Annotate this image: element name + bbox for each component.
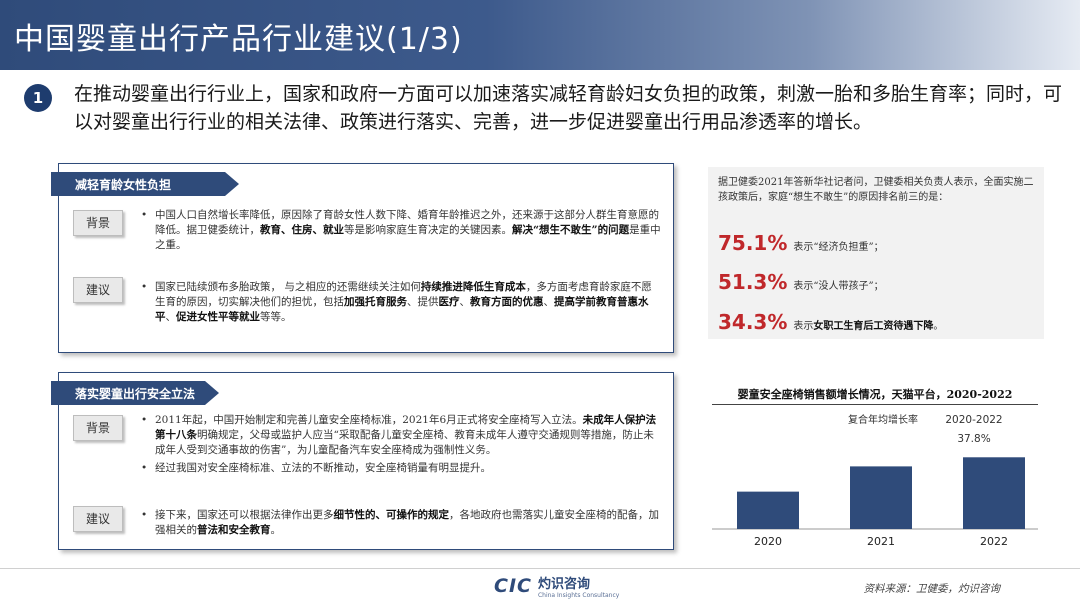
bold-segment: 解决“想生不敢生”的问题 xyxy=(512,224,630,236)
bullet-item: 2011年起，中国开始制定和完善儿童安全座椅标准，2021年6月正式将安全座椅写… xyxy=(141,413,661,458)
cagr-period: 2020-2022 xyxy=(945,414,1002,426)
panel-reduce-burden: 减轻育龄女性负担 背景 中国人口自然增长率降低，原因除了育龄女性人数下降、婚育年… xyxy=(58,163,674,353)
bold-segment: 促进女性平等就业 xyxy=(176,311,260,323)
background-label: 背景 xyxy=(73,210,123,236)
text-segment: 等等。 xyxy=(260,311,292,323)
logo-mark: CIC xyxy=(494,575,532,597)
bold-segment: 普法和安全教育 xyxy=(197,524,271,536)
cagr-value: 37.8% xyxy=(957,433,990,445)
text-segment: 是重中之重。 xyxy=(155,224,661,251)
stat-description: 表示“没人带孩子”； xyxy=(793,281,884,292)
suggestion-bullets: 国家已陆续颁布多胎政策， 与之相应的还需继续关注如何持续推进降低生育成本，多方面… xyxy=(141,280,661,328)
bold-segment: 细节性的、可操作的规定 xyxy=(333,509,450,521)
bars-group: 2020 2021 2022 xyxy=(737,457,1025,548)
title-bar: 中国婴童出行产品行业建议(1/3) xyxy=(0,0,1080,70)
text-segment: 、提供 xyxy=(407,296,439,308)
panel-safety-legislation: 落实婴童出行安全立法 背景 2011年起，中国开始制定和完善儿童安全座椅标准，2… xyxy=(58,372,674,550)
bullet-item: 中国人口自然增长率降低，原因除了育龄女性人数下降、婚育年龄推迟之外，还来源于这部… xyxy=(141,208,661,253)
stat-percent: 34.3% xyxy=(718,310,788,334)
stat-desc-prefix: 表示 xyxy=(793,321,814,332)
suggestion-label: 建议 xyxy=(73,506,123,532)
bullet-item: 国家已陆续颁布多胎政策， 与之相应的还需继续关注如何持续推进降低生育成本，多方面… xyxy=(141,280,661,325)
x-tick-label: 2022 xyxy=(980,535,1008,548)
stats-box: 据卫健委2021年答新华社记者问，卫健委相关负责人表示，全面实施二孩政策后，家庭… xyxy=(708,167,1044,339)
bold-segment: 教育、住房、就业 xyxy=(260,224,344,236)
bar-2022 xyxy=(963,457,1025,529)
logo-brand: 灼识咨询 China Insights Consultancy xyxy=(538,573,619,599)
cagr-label: 复合年均增长率 xyxy=(848,413,918,426)
text-segment: 、 xyxy=(543,296,555,308)
stats-intro: 据卫健委2021年答新华社记者问，卫健委相关负责人表示，全面实施二孩政策后，家庭… xyxy=(718,177,1034,203)
bold-segment: 未成年人保护法第十八条 xyxy=(155,414,657,441)
bullet-item: 经过我国对安全座椅标准、立法的不断推动，安全座椅销量有明显提升。 xyxy=(141,461,661,476)
background-label: 背景 xyxy=(73,415,123,441)
bold-segment: 加强托育服务 xyxy=(344,296,407,308)
text-segment: 明确规定，父母或监护人应当“采取配备儿童安全座椅、教育未成年人遵守交通规则等措施… xyxy=(155,429,654,456)
bold-segment: 提高学前教育普惠水平 xyxy=(155,296,649,323)
text-segment: 、 xyxy=(459,296,471,308)
brand-name-en: China Insights Consultancy xyxy=(537,592,620,599)
x-tick-label: 2020 xyxy=(754,535,782,548)
background-bullets: 2011年起，中国开始制定和完善儿童安全座椅标准，2021年6月正式将安全座椅写… xyxy=(141,413,661,479)
text-segment: 2011年起，中国开始制定和完善儿童安全座椅标准，2021年6月正式将安全座椅写… xyxy=(155,414,583,426)
footer-divider xyxy=(0,568,1080,569)
bullet-item: 接下来，国家还可以根据法律作出更多细节性的、可操作的规定，各地政府也需落实儿童安… xyxy=(141,508,661,538)
section-number-badge: 1 xyxy=(24,84,52,112)
text-segment: 中国人口自然增长率降低，原因除了育龄女性人数下降、婚育年龄推迟之外，还来源于这部… xyxy=(155,209,659,236)
background-bullets: 中国人口自然增长率降低，原因除了育龄女性人数下降、婚育年龄推迟之外，还来源于这部… xyxy=(141,208,661,256)
stat-row: 51.3% 表示“没人带孩子”； xyxy=(718,270,884,294)
stat-row: 75.1% 表示“经济负担重”； xyxy=(718,231,884,255)
chart-title-underline xyxy=(712,404,1038,405)
page-title: 中国婴童出行产品行业建议(1/3) xyxy=(14,22,463,57)
stat-description: 表示女职工生育后工资待遇下降。 xyxy=(793,317,943,332)
text-segment: 。 xyxy=(270,524,282,536)
text-segment: ，各地政府也需落实儿童安全座椅的配备，加强相关的 xyxy=(155,509,659,536)
x-tick-label: 2021 xyxy=(867,535,895,548)
text-segment: 等是影响家庭生育决定的关键因素。 xyxy=(344,224,512,236)
chart-title: 婴童安全座椅销售额增长情况，天猫平台，2020-2022 xyxy=(737,388,1013,401)
stat-description: 表示“经济负担重”； xyxy=(793,242,884,253)
bold-segment: 医疗 xyxy=(438,296,460,308)
bar-2021 xyxy=(850,466,912,529)
cic-logo: CIC 灼识咨询 China Insights Consultancy xyxy=(494,573,619,599)
stat-desc-bold: 女职工生育后工资待遇下降 xyxy=(813,321,934,332)
bar-chart: 复合年均增长率 2020-2022 37.8% 2020 2021 2022 xyxy=(712,413,1038,548)
suggestion-label: 建议 xyxy=(73,277,123,303)
text-segment: 国家已陆续颁布多胎政策， 与之相应的还需继续关注如何 xyxy=(155,281,421,293)
suggestion-bullets: 接下来，国家还可以根据法律作出更多细节性的、可操作的规定，各地政府也需落实儿童安… xyxy=(141,508,661,541)
text-segment: 接下来，国家还可以根据法律作出更多 xyxy=(155,509,334,521)
brand-name-cn: 灼识咨询 xyxy=(537,577,590,592)
intro-text: 在推动婴童出行行业上，国家和政府一方面可以加速落实减轻育龄妇女负担的政策，刺激一… xyxy=(74,83,1063,133)
stat-row: 34.3% 表示女职工生育后工资待遇下降。 xyxy=(718,310,943,334)
bold-segment: 教育方面的优惠 xyxy=(470,296,544,308)
bar-2020 xyxy=(737,491,799,529)
stat-percent: 51.3% xyxy=(718,270,788,294)
stat-desc-suffix: 。 xyxy=(933,321,944,332)
panel-tag: 减轻育龄女性负担 xyxy=(51,172,239,196)
stat-percent: 75.1% xyxy=(718,231,788,255)
source-note: 资料来源：卫健委，灼识咨询 xyxy=(863,583,1001,595)
text-segment: ，多方面考虑育龄家庭不愿生育的原因，切实解决他们的担忧，包括 xyxy=(155,281,652,308)
panel-tag: 落实婴童出行安全立法 xyxy=(51,381,219,405)
bold-segment: 持续推进降低生育成本 xyxy=(420,281,526,293)
text-segment: 、 xyxy=(165,311,177,323)
